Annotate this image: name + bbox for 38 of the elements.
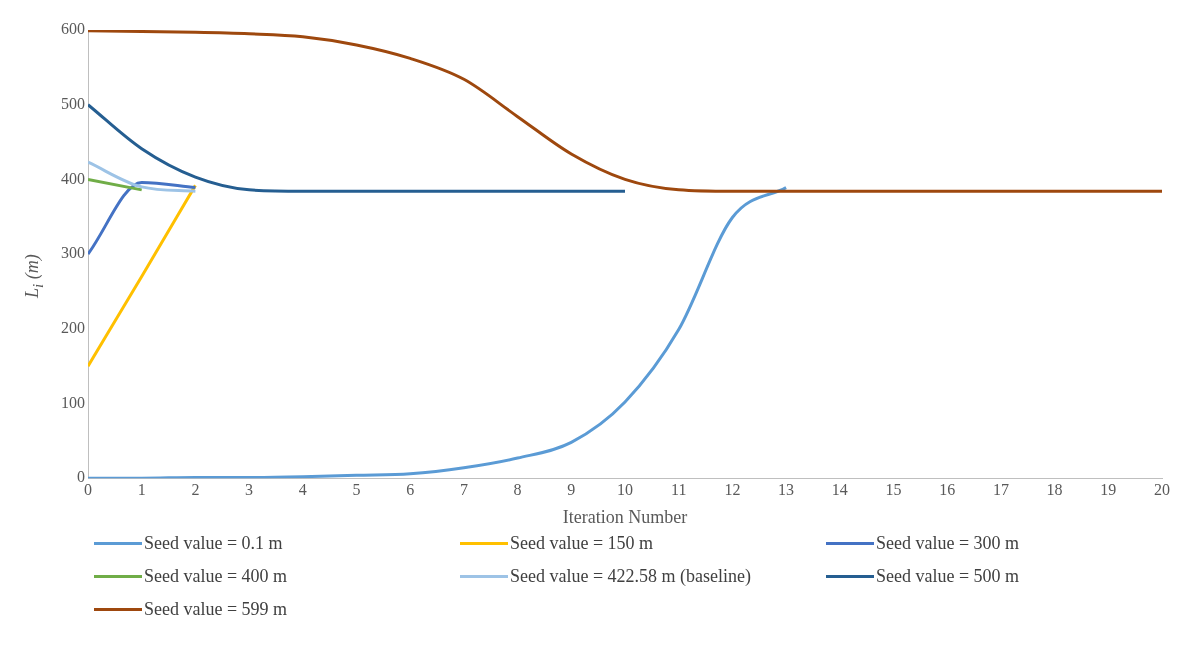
legend-label: Seed value = 300 m — [876, 533, 1020, 554]
x-tick-label: 3 — [245, 481, 254, 498]
legend-label: Seed value = 599 m — [144, 599, 288, 620]
x-tick-label: 11 — [671, 481, 687, 498]
y-tick-label: 600 — [61, 20, 85, 38]
x-tick-label: 1 — [137, 481, 146, 498]
x-tick-label: 13 — [778, 481, 795, 498]
legend-label: Seed value = 150 m — [510, 533, 654, 554]
y-tick-label: 500 — [61, 94, 85, 112]
line-series — [88, 103, 627, 193]
y-tick-label: 100 — [61, 393, 85, 411]
legend-label: Seed value = 422.58 m (baseline) — [510, 566, 752, 587]
x-tick-label: 7 — [459, 481, 468, 498]
x-tick-label: 2 — [191, 481, 200, 498]
x-tick-label: 20 — [1154, 481, 1170, 498]
x-tick-label: 16 — [939, 481, 956, 498]
x-tick-label: 17 — [992, 481, 1009, 498]
legend-label: Seed value = 0.1 m — [144, 533, 283, 554]
x-tick-label: 6 — [406, 481, 415, 498]
x-tick-label: 5 — [352, 481, 361, 498]
x-tick-label: 18 — [1046, 481, 1063, 498]
y-tick-label: 0 — [77, 468, 85, 486]
x-tick-label: 15 — [885, 481, 902, 498]
line-series — [88, 30, 1162, 193]
legend-label: Seed value = 400 m — [144, 566, 288, 587]
y-tick-label: 400 — [61, 169, 85, 187]
x-tick-label: 9 — [567, 481, 576, 498]
x-tick-label: 14 — [831, 481, 848, 498]
x-tick-label: 4 — [298, 481, 307, 498]
y-tick-label: 300 — [61, 244, 85, 262]
x-tick-label: 12 — [724, 481, 741, 498]
x-axis-title: Iteration Number — [562, 506, 688, 527]
line-series — [88, 186, 788, 479]
x-tick-label: 10 — [617, 481, 633, 498]
x-tick-label: 8 — [513, 481, 522, 498]
x-tick-label: 19 — [1100, 481, 1117, 498]
y-tick-label: 200 — [61, 319, 85, 336]
legend-label: Seed value = 500 m — [876, 566, 1020, 587]
